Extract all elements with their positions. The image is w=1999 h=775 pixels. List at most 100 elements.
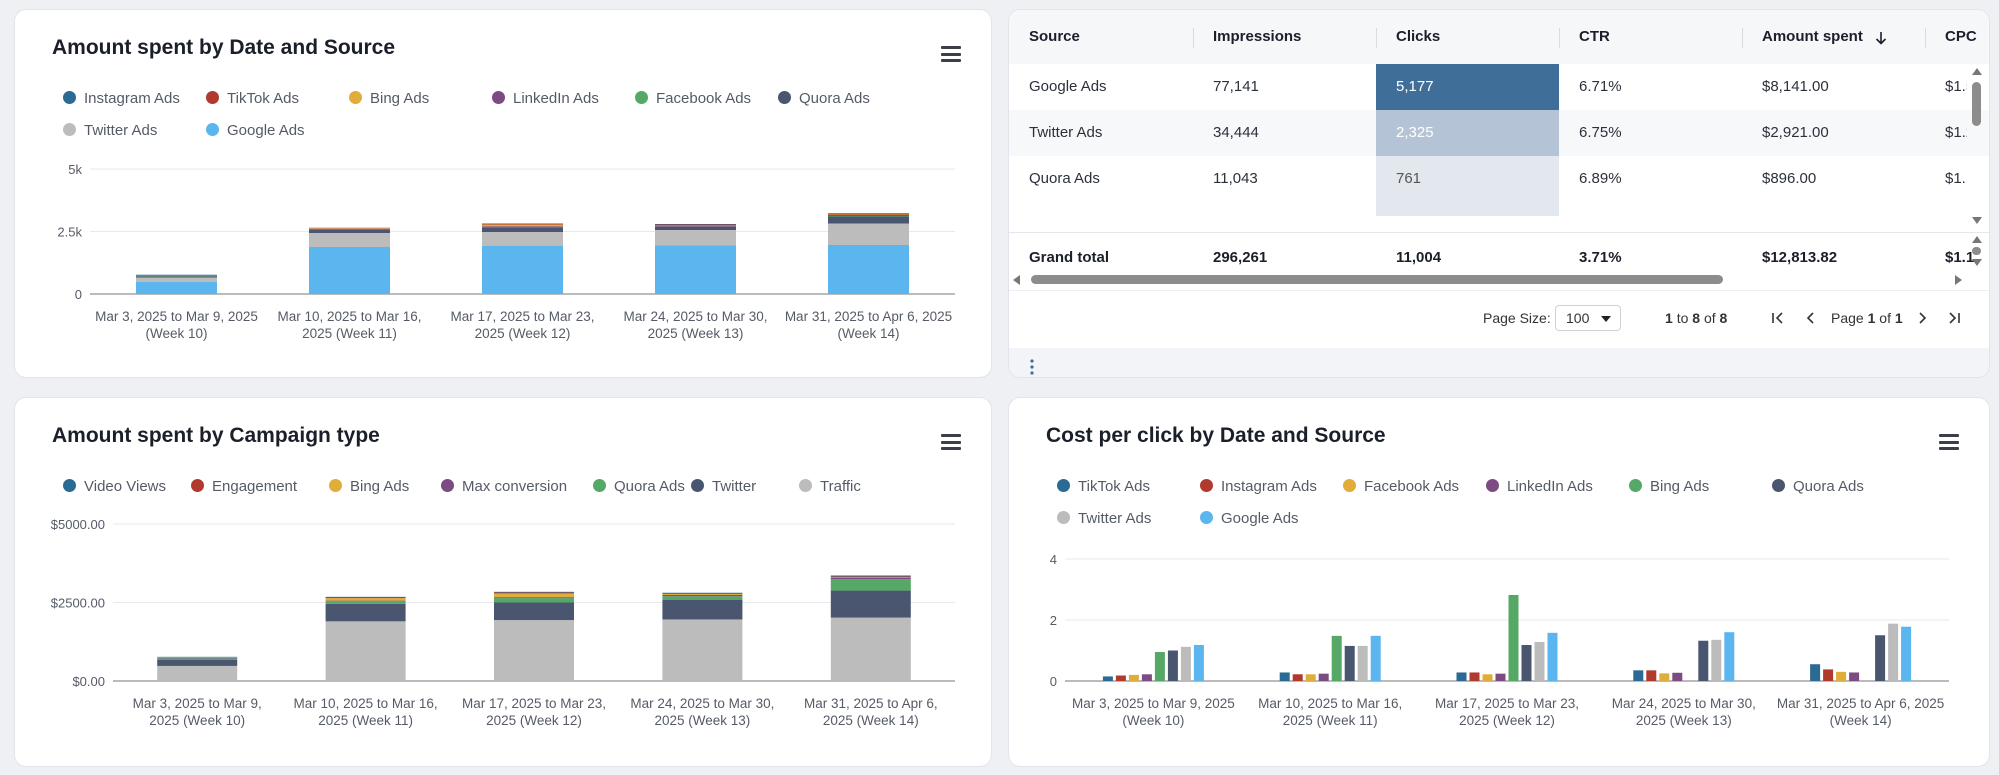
- table-row[interactable]: Twitter Ads 34,444 2,325 6.75% $2,921.00 $1.2: [1009, 110, 1989, 156]
- legend-item[interactable]: Instagram Ads: [1200, 478, 1317, 495]
- first-page-icon[interactable]: [1771, 311, 1785, 325]
- bar: [1534, 641, 1545, 681]
- bar: [1331, 635, 1342, 681]
- bar-segment: [325, 600, 406, 602]
- column-header-cpc[interactable]: CPC: [1945, 28, 1977, 45]
- legend-item[interactable]: Bing Ads: [329, 478, 409, 495]
- legend-item[interactable]: Video Views: [63, 478, 166, 495]
- bar: [1193, 645, 1204, 681]
- legend-item[interactable]: Engagement: [191, 478, 297, 495]
- bar-segment: [828, 213, 909, 214]
- legend-item[interactable]: Google Ads: [206, 122, 305, 139]
- bar-segment: [655, 224, 736, 225]
- scrollbar-thumb[interactable]: [1972, 247, 1981, 255]
- column-header-source[interactable]: Source: [1029, 28, 1080, 45]
- bar: [1456, 672, 1467, 681]
- total-vertical-scrollbar[interactable]: [1967, 228, 1987, 278]
- scrollbar-thumb[interactable]: [1031, 275, 1723, 284]
- legend-item[interactable]: Twitter Ads: [63, 122, 157, 139]
- cell-clicks-partial: [1376, 202, 1559, 216]
- y-tick-label: $5000.00: [51, 517, 105, 532]
- legend-item[interactable]: Bing Ads: [349, 90, 429, 107]
- stacked-bar-chart: $0.00 $2500.00 $5000.00 Mar 3, 2025 to Mar …: [51, 517, 955, 728]
- column-header-amount-spent-label: Amount spent: [1762, 28, 1863, 45]
- legend-item[interactable]: Twitter: [691, 478, 756, 495]
- scroll-down-arrow-icon[interactable]: [1972, 217, 1982, 224]
- legend-label: Video Views: [84, 478, 167, 495]
- legend-swatch: [441, 479, 454, 492]
- last-page-icon[interactable]: [1947, 311, 1961, 325]
- chart-menu-icon[interactable]: [1939, 434, 1959, 450]
- bar: [1888, 623, 1899, 681]
- column-divider: [1925, 28, 1926, 48]
- bar-segment: [830, 617, 911, 681]
- legend-label: Bing Ads: [1650, 478, 1710, 495]
- cell-source: Quora Ads: [1029, 170, 1100, 187]
- legend-swatch: [691, 479, 704, 492]
- chart-menu-icon[interactable]: [941, 46, 961, 62]
- bar-segment: [482, 232, 563, 246]
- legend-item[interactable]: Quora Ads: [593, 478, 685, 495]
- more-vertical-icon[interactable]: [1029, 358, 1035, 376]
- bar: [1102, 676, 1113, 681]
- legend-swatch: [206, 123, 219, 136]
- x-tick-label: 2025 (Week 13): [648, 326, 744, 341]
- scroll-up-arrow-icon[interactable]: [1972, 236, 1982, 243]
- cell-source: Google Ads: [1029, 78, 1107, 95]
- chart-menu-icon[interactable]: [941, 434, 961, 450]
- bar-segment: [828, 214, 909, 215]
- legend-item[interactable]: Twitter Ads: [1057, 510, 1151, 527]
- page-word: Page: [1831, 310, 1864, 326]
- y-tick-label: 2: [1050, 613, 1057, 628]
- x-tick-label: Mar 10, 2025 to Mar 16,: [294, 696, 438, 711]
- scroll-right-arrow-icon[interactable]: [1955, 275, 1962, 285]
- legend-label: Traffic: [820, 478, 861, 495]
- legend-item[interactable]: Instagram Ads: [63, 90, 180, 107]
- legend-item[interactable]: Bing Ads: [1629, 478, 1709, 495]
- row-range: 1 to 8 of 8: [1665, 310, 1727, 326]
- grand-total-ctr: 3.71%: [1579, 249, 1622, 266]
- legend-item[interactable]: Quora Ads: [778, 90, 870, 107]
- next-page-icon[interactable]: [1915, 311, 1929, 325]
- page-current: 1: [1867, 310, 1876, 326]
- legend-item[interactable]: Facebook Ads: [635, 90, 751, 107]
- column-header-clicks[interactable]: Clicks: [1396, 28, 1441, 45]
- legend-item[interactable]: Google Ads: [1200, 510, 1299, 527]
- legend-item[interactable]: TikTok Ads: [1057, 478, 1150, 495]
- x-tick-label: 2025 (Week 11): [1283, 713, 1378, 728]
- x-tick-label: Mar 17, 2025 to Mar 23,: [1435, 696, 1579, 711]
- legend-item[interactable]: Facebook Ads: [1343, 478, 1459, 495]
- table-row[interactable]: Google Ads 77,141 5,177 6.71% $8,141.00 $1.5: [1009, 64, 1989, 110]
- bar-segment: [136, 282, 217, 294]
- x-tick-label: 2025 (Week 11): [318, 713, 413, 728]
- legend-item[interactable]: LinkedIn Ads: [1486, 478, 1593, 495]
- column-header-ctr[interactable]: CTR: [1579, 28, 1610, 45]
- bar-segment: [662, 594, 743, 595]
- scroll-up-arrow-icon[interactable]: [1972, 68, 1982, 75]
- legend-item[interactable]: Quora Ads: [1772, 478, 1864, 495]
- panel-title: Amount spent by Campaign type: [52, 424, 380, 447]
- column-header-amount-spent[interactable]: Amount spent: [1742, 10, 1925, 64]
- table-row[interactable]: Quora Ads 11,043 761 6.89% $896.00 $1.1: [1009, 156, 1989, 202]
- bar-segment: [325, 596, 406, 598]
- horizontal-scrollbar[interactable]: [1009, 272, 1967, 288]
- column-header-impressions[interactable]: Impressions: [1213, 28, 1302, 45]
- legend-label: Bing Ads: [350, 478, 410, 495]
- legend-swatch: [1343, 479, 1356, 492]
- y-tick-label: 4: [1050, 552, 1057, 567]
- scroll-down-arrow-icon[interactable]: [1972, 259, 1982, 266]
- legend-item[interactable]: Traffic: [799, 478, 861, 495]
- scrollbar-thumb[interactable]: [1972, 82, 1981, 126]
- legend-label: TikTok Ads: [227, 90, 299, 107]
- legend-item[interactable]: Max conversion: [441, 478, 567, 495]
- column-divider: [1193, 28, 1194, 48]
- bar-segment: [494, 597, 574, 599]
- previous-page-icon[interactable]: [1804, 311, 1818, 325]
- legend-item[interactable]: TikTok Ads: [206, 90, 299, 107]
- legend-label: Google Ads: [227, 122, 305, 139]
- page-size-select[interactable]: 100: [1555, 305, 1621, 331]
- scroll-left-arrow-icon[interactable]: [1013, 275, 1020, 285]
- vertical-scrollbar[interactable]: [1967, 64, 1987, 230]
- cell-cpc: $1.1: [1945, 170, 1967, 187]
- legend-item[interactable]: LinkedIn Ads: [492, 90, 599, 107]
